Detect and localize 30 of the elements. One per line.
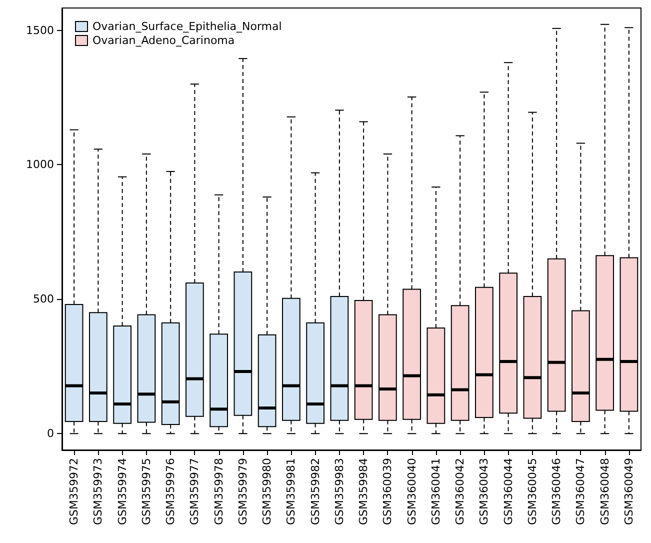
x-tick-label: GSM360044 [502, 458, 515, 525]
x-tick-label: GSM359972 [68, 458, 81, 525]
x-tick-label: GSM360041 [429, 458, 442, 525]
x-tick-label: GSM359975 [140, 458, 153, 525]
x-tick-label: GSM360047 [574, 458, 588, 525]
x-tick-label: GSM360040 [405, 458, 418, 525]
x-tick-label: GSM359984 [357, 458, 370, 525]
y-tick-label: 1500 [26, 24, 54, 37]
x-tick-label: GSM360043 [478, 458, 491, 525]
x-tick-label: GSM359973 [92, 458, 105, 525]
y-tick-label: 0 [47, 427, 54, 440]
x-tick-label: GSM359978 [212, 458, 226, 525]
x-tick-label: GSM359977 [188, 458, 202, 525]
x-tick-label: GSM359979 [236, 458, 250, 525]
x-tick-label: GSM360042 [454, 458, 467, 525]
x-tick-label: GSM360048 [598, 458, 612, 525]
y-tick-label: 1000 [26, 158, 54, 172]
legend-label: Ovarian_Surface_Epithelia_Normal [92, 20, 282, 33]
x-tick-label: GSM360046 [550, 458, 564, 525]
x-tick-label: GSM359981 [284, 458, 298, 525]
y-tick-label: 500 [33, 292, 54, 306]
x-tick-label: GSM359982 [308, 458, 322, 525]
x-tick-label: GSM360039 [381, 458, 394, 525]
x-tick-label: GSM360045 [526, 458, 539, 525]
x-tick-label: GSM360049 [622, 458, 636, 525]
legend-label: Ovarian_Adeno_Carinoma [92, 34, 235, 47]
x-tick-label: GSM359980 [260, 458, 274, 525]
x-tick-label: GSM359974 [116, 458, 129, 525]
x-tick-label: GSM359983 [332, 458, 346, 525]
x-tick-label: GSM359976 [164, 458, 178, 525]
